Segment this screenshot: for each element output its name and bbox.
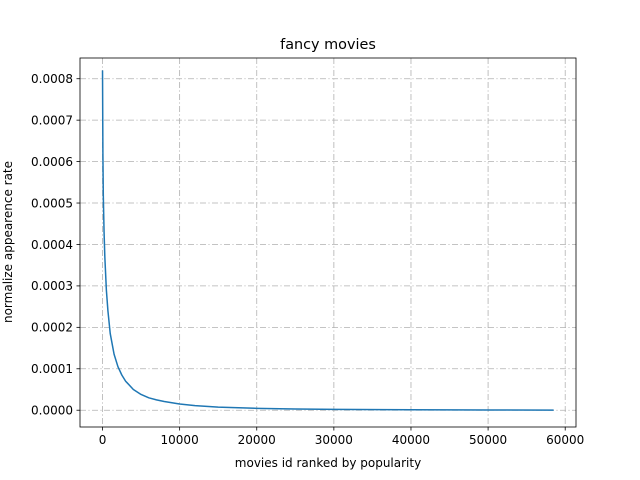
y-tick-label: 0.0007	[31, 113, 73, 127]
y-axis: 0.0000 0.0001 0.0002 0.0003 0.0004 0.0005 0.00…	[31, 72, 80, 418]
x-tick-label: 40000	[392, 433, 430, 447]
y-tick-label: 0.0003	[31, 279, 73, 293]
x-axis: 0 10000 20000 30000 40000 50000 60000	[99, 427, 584, 447]
y-tick-label: 0.0008	[31, 72, 73, 86]
chart-title: fancy movies	[280, 37, 376, 53]
y-tick-label: 0.0006	[31, 155, 73, 169]
y-tick-label: 0.0000	[31, 404, 73, 418]
y-tick-label: 0.0002	[31, 321, 73, 335]
x-tick-label: 0	[99, 433, 107, 447]
x-tick-label: 50000	[469, 433, 507, 447]
x-tick-label: 30000	[315, 433, 353, 447]
x-tick-label: 20000	[238, 433, 276, 447]
x-axis-label: movies id ranked by popularity	[235, 456, 421, 470]
y-axis-label: normalize appearence rate	[1, 161, 15, 323]
grid	[80, 58, 576, 427]
y-tick-label: 0.0001	[31, 362, 73, 376]
axes-frame	[79, 57, 577, 428]
x-tick-label: 60000	[546, 433, 584, 447]
x-tick-label: 10000	[161, 433, 199, 447]
y-tick-label: 0.0004	[31, 238, 73, 252]
y-tick-label: 0.0005	[31, 196, 73, 210]
series-line	[101, 70, 554, 411]
series-layer	[101, 70, 554, 411]
